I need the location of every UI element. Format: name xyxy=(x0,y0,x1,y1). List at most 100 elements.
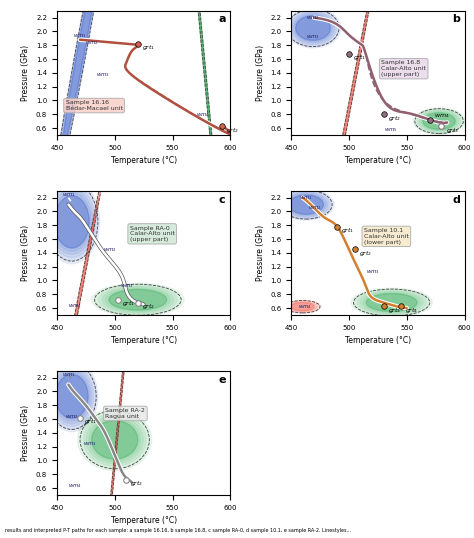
Ellipse shape xyxy=(50,366,94,426)
Text: $wm_1$: $wm_1$ xyxy=(62,371,75,379)
Ellipse shape xyxy=(290,302,316,312)
Ellipse shape xyxy=(48,364,96,429)
X-axis label: Temperature (°C): Temperature (°C) xyxy=(345,156,411,165)
Text: $grt_1$: $grt_1$ xyxy=(122,299,136,308)
Ellipse shape xyxy=(55,186,101,428)
Ellipse shape xyxy=(314,0,377,292)
Text: $wm_2$: $wm_2$ xyxy=(306,14,320,22)
Text: e: e xyxy=(218,374,226,385)
Ellipse shape xyxy=(288,301,317,312)
Text: $grt_1$: $grt_1$ xyxy=(142,44,155,52)
Text: $wm_4$: $wm_4$ xyxy=(434,112,450,120)
Text: $wm_1$: $wm_1$ xyxy=(62,192,75,199)
Ellipse shape xyxy=(53,193,91,251)
Ellipse shape xyxy=(281,190,332,219)
Text: $wm_1$: $wm_1$ xyxy=(299,194,313,202)
Ellipse shape xyxy=(46,183,98,260)
Y-axis label: Pressure (GPa): Pressure (GPa) xyxy=(255,45,264,101)
Ellipse shape xyxy=(296,16,330,40)
Ellipse shape xyxy=(48,186,95,258)
Text: $grt_3$: $grt_3$ xyxy=(446,125,459,134)
Text: $wm_2$: $wm_2$ xyxy=(85,39,99,47)
X-axis label: Temperature (°C): Temperature (°C) xyxy=(110,156,177,165)
Text: $wm_4$: $wm_4$ xyxy=(298,303,312,311)
Ellipse shape xyxy=(81,411,149,469)
Ellipse shape xyxy=(284,193,328,217)
Ellipse shape xyxy=(193,0,226,289)
Ellipse shape xyxy=(287,10,339,46)
Text: $wm_3$: $wm_3$ xyxy=(306,33,320,41)
Ellipse shape xyxy=(52,172,103,441)
Ellipse shape xyxy=(102,287,173,313)
Ellipse shape xyxy=(188,0,231,349)
Text: $wm_3$: $wm_3$ xyxy=(83,440,98,448)
Text: $grt_2$: $grt_2$ xyxy=(359,249,372,258)
Text: results and interpreted P-T paths for each sample: a sample 16.16, b sample 16.8: results and interpreted P-T paths for ea… xyxy=(5,528,351,533)
Text: $grt_1$: $grt_1$ xyxy=(84,417,98,426)
Text: d: d xyxy=(452,195,460,204)
Ellipse shape xyxy=(184,0,235,390)
X-axis label: Temperature (°C): Temperature (°C) xyxy=(345,336,411,345)
Ellipse shape xyxy=(95,285,181,315)
Ellipse shape xyxy=(287,301,319,312)
Ellipse shape xyxy=(292,12,335,44)
Text: $wm_2$: $wm_2$ xyxy=(309,204,322,213)
Text: $grt_1$: $grt_1$ xyxy=(353,53,366,62)
Ellipse shape xyxy=(91,283,184,316)
Text: a: a xyxy=(218,15,226,25)
Ellipse shape xyxy=(84,189,141,538)
Ellipse shape xyxy=(305,0,386,340)
Text: $wm_3$: $wm_3$ xyxy=(96,72,110,79)
Ellipse shape xyxy=(50,189,93,254)
Ellipse shape xyxy=(423,113,455,130)
Ellipse shape xyxy=(54,0,110,193)
Text: $wm_4$: $wm_4$ xyxy=(68,302,82,309)
Text: $wm_3$: $wm_3$ xyxy=(120,282,135,290)
Text: $wm_5$: $wm_5$ xyxy=(383,126,398,134)
Ellipse shape xyxy=(105,288,170,312)
Ellipse shape xyxy=(57,199,99,415)
Ellipse shape xyxy=(354,289,429,316)
Ellipse shape xyxy=(290,11,337,45)
Ellipse shape xyxy=(421,112,457,130)
Ellipse shape xyxy=(285,301,320,313)
X-axis label: Temperature (°C): Temperature (°C) xyxy=(110,516,177,525)
Ellipse shape xyxy=(46,361,98,431)
Text: Sample 16.16
Bédar-Macael unit: Sample 16.16 Bédar-Macael unit xyxy=(65,100,123,111)
Ellipse shape xyxy=(83,414,146,466)
Ellipse shape xyxy=(284,300,321,313)
Ellipse shape xyxy=(56,374,88,419)
Ellipse shape xyxy=(308,0,383,324)
Ellipse shape xyxy=(55,196,89,248)
Ellipse shape xyxy=(79,131,146,538)
Text: $wm_4$: $wm_4$ xyxy=(68,482,82,490)
Ellipse shape xyxy=(285,8,341,48)
Text: $grt_2$: $grt_2$ xyxy=(142,302,155,311)
Ellipse shape xyxy=(360,292,423,314)
Ellipse shape xyxy=(357,291,426,315)
Ellipse shape xyxy=(90,246,135,538)
Ellipse shape xyxy=(59,0,106,167)
Ellipse shape xyxy=(311,0,380,308)
Text: Sample RA-2
Ragua unit: Sample RA-2 Ragua unit xyxy=(105,408,146,419)
Text: c: c xyxy=(218,195,225,204)
Ellipse shape xyxy=(52,0,113,207)
Ellipse shape xyxy=(78,409,152,471)
Ellipse shape xyxy=(91,421,138,459)
Ellipse shape xyxy=(191,0,228,309)
Ellipse shape xyxy=(363,293,420,313)
Ellipse shape xyxy=(76,103,149,538)
Ellipse shape xyxy=(186,0,233,370)
Y-axis label: Pressure (GPa): Pressure (GPa) xyxy=(21,225,30,281)
Text: $wm_4$: $wm_4$ xyxy=(196,111,210,118)
Y-axis label: Pressure (GPa): Pressure (GPa) xyxy=(21,405,30,461)
Ellipse shape xyxy=(289,195,323,214)
Text: Sample 10.1
Calar-Alto unit
(lower part): Sample 10.1 Calar-Alto unit (lower part) xyxy=(364,228,409,245)
Ellipse shape xyxy=(417,110,461,132)
Ellipse shape xyxy=(413,108,465,134)
Ellipse shape xyxy=(62,0,103,154)
Ellipse shape xyxy=(49,0,116,220)
Ellipse shape xyxy=(54,372,90,421)
Text: $wm_2$: $wm_2$ xyxy=(65,413,79,421)
Ellipse shape xyxy=(87,218,138,538)
